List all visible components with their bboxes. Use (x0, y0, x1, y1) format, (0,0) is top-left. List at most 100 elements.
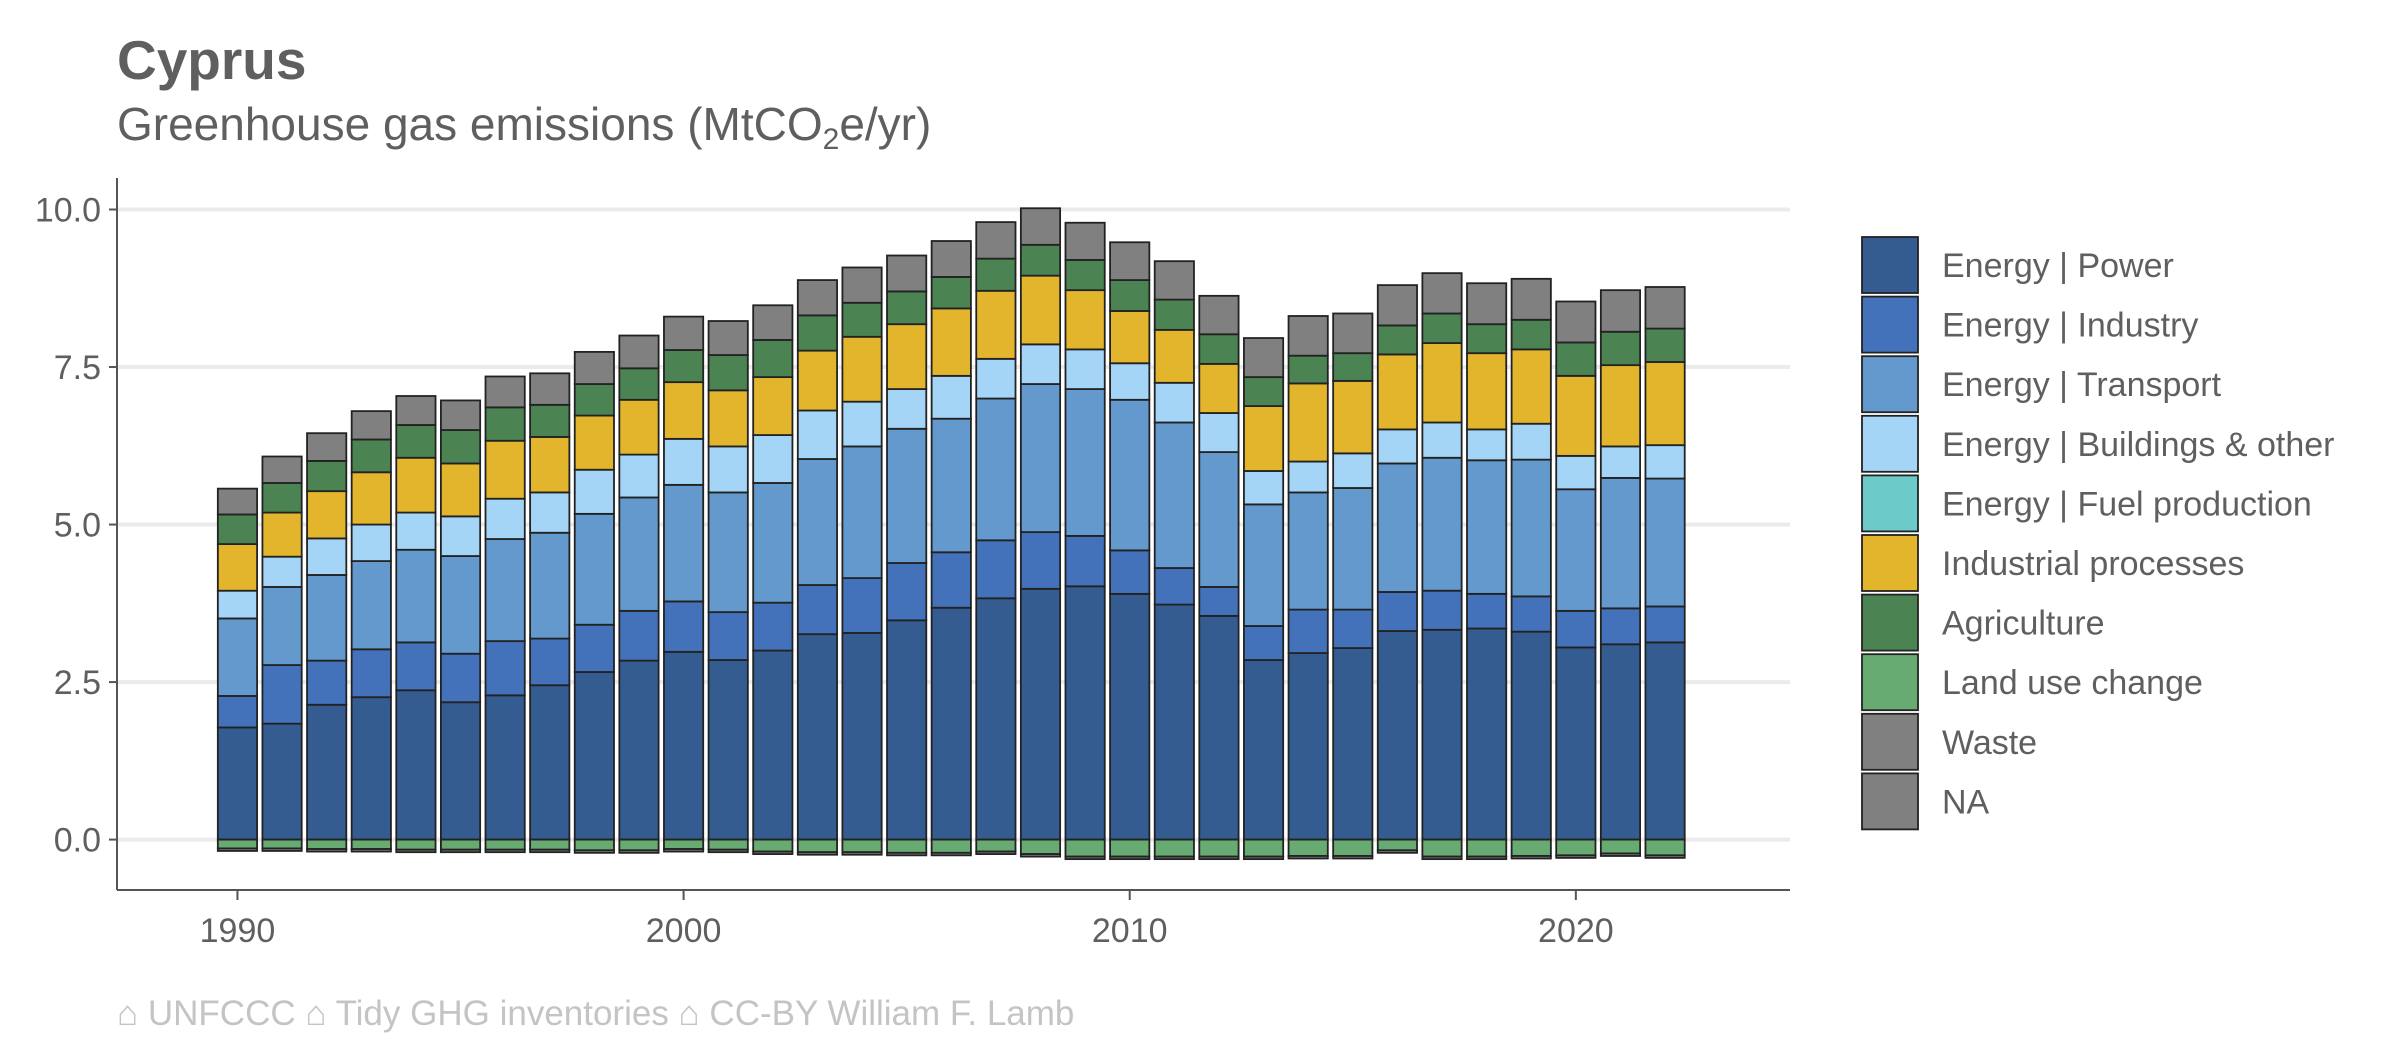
bar-segment (618, 659, 660, 841)
bar-segment (529, 684, 571, 841)
chart-title: Cyprus (117, 29, 307, 91)
bar-segment (306, 537, 348, 576)
bar-segment (1064, 388, 1106, 537)
bar-segment (350, 471, 392, 526)
bar-segment (1019, 207, 1062, 246)
bar-segment (529, 436, 571, 494)
bar-segment (1287, 315, 1329, 357)
bar-segment (841, 301, 883, 338)
bar-segment (573, 671, 615, 841)
bar-segment (1376, 838, 1418, 852)
bar-segment (1198, 586, 1240, 617)
bar-segment (841, 577, 883, 634)
bar-segment (1376, 324, 1418, 356)
subtitle-subscript: 2 (822, 123, 840, 156)
bar-segment (707, 838, 749, 851)
bar-segment (484, 538, 526, 643)
bar-segment (1466, 855, 1508, 861)
legend-key (1861, 295, 1919, 354)
bar-segment (484, 838, 526, 851)
bar-segment (663, 848, 705, 853)
bar-segment (752, 838, 794, 853)
legend-key (1861, 414, 1919, 473)
bar-segment (663, 838, 705, 850)
bar-segment (1243, 503, 1285, 627)
bar-segment (306, 838, 348, 850)
bar-segment (1510, 630, 1552, 841)
bar-segment (216, 617, 258, 697)
bar-segment (350, 410, 392, 441)
bar-segment (1376, 353, 1418, 431)
bar-segment (1421, 456, 1463, 592)
y-tick-label: 5.0 (54, 507, 101, 545)
legend-label: Land use change (1942, 664, 2203, 702)
bar-segment (841, 266, 883, 304)
bar-segment (395, 689, 437, 841)
bar-segment (618, 496, 660, 612)
bar-segment (1599, 852, 1641, 857)
bar-segment (975, 838, 1017, 853)
bar-segment (439, 462, 482, 518)
bar-segment (975, 397, 1017, 542)
bar-segment (1376, 462, 1418, 593)
bar-segment (529, 637, 571, 687)
bar-segment (1421, 342, 1463, 424)
bar-segment (1466, 838, 1508, 858)
bar-segment (1109, 838, 1151, 858)
bar-segment (439, 515, 482, 557)
bar-segment (1019, 243, 1062, 277)
bar-segment (439, 555, 482, 655)
legend-key (1861, 712, 1919, 771)
bar-segment (1198, 362, 1240, 414)
bar-segment (1019, 587, 1062, 841)
bar-segment (975, 597, 1017, 841)
bar-segment (1555, 300, 1597, 344)
bar-segment (1332, 608, 1374, 649)
bar-segment (930, 374, 972, 420)
bar-segment (395, 838, 437, 851)
bar-segment (395, 395, 437, 426)
axes: 0.0 2.5 5.0 7.5 10.0 1990 2000 2010 2020 (35, 178, 1790, 950)
bar-segment (1466, 459, 1508, 595)
bar-segment (261, 511, 303, 558)
bar-segment (1198, 838, 1240, 858)
bar-segment (1599, 289, 1641, 333)
bar-segment (886, 427, 928, 564)
bar-segment (529, 531, 571, 640)
bar-segment (439, 399, 482, 431)
bar-segment (886, 254, 928, 293)
legend-label: NA (1942, 783, 1990, 821)
bar-segment (1153, 298, 1195, 331)
bar-segment (1287, 491, 1329, 611)
bar-segment (1064, 221, 1106, 261)
bar-segment (484, 848, 526, 854)
bar-segment (573, 838, 615, 852)
x-tick-label: 2020 (1538, 912, 1614, 950)
bar-segment (216, 695, 258, 729)
bar-segment (1376, 428, 1418, 465)
bar-segment (618, 334, 660, 370)
bar-segment (484, 497, 526, 540)
bar-segment (1599, 838, 1641, 855)
bar-segment (350, 648, 392, 699)
bar-segment (395, 511, 437, 551)
bar-segment (1109, 362, 1151, 401)
bar-segment (1198, 333, 1240, 365)
bar-segment (261, 664, 303, 725)
bar-segment (1243, 659, 1285, 841)
bar-segment (618, 609, 660, 662)
bar-segment (752, 850, 794, 855)
bar-segment (573, 623, 615, 673)
bar-segment (1555, 341, 1597, 377)
bar-segment (395, 641, 437, 692)
bar-segment (261, 555, 303, 588)
bar-segment (1243, 376, 1285, 407)
bar-segment (1599, 477, 1641, 610)
bar-segment (573, 468, 615, 515)
bar-segment (350, 696, 392, 841)
bar-segment (1644, 361, 1686, 447)
bar-segment (216, 543, 258, 592)
bar-segment (529, 838, 571, 851)
bar-segment (1109, 855, 1151, 861)
